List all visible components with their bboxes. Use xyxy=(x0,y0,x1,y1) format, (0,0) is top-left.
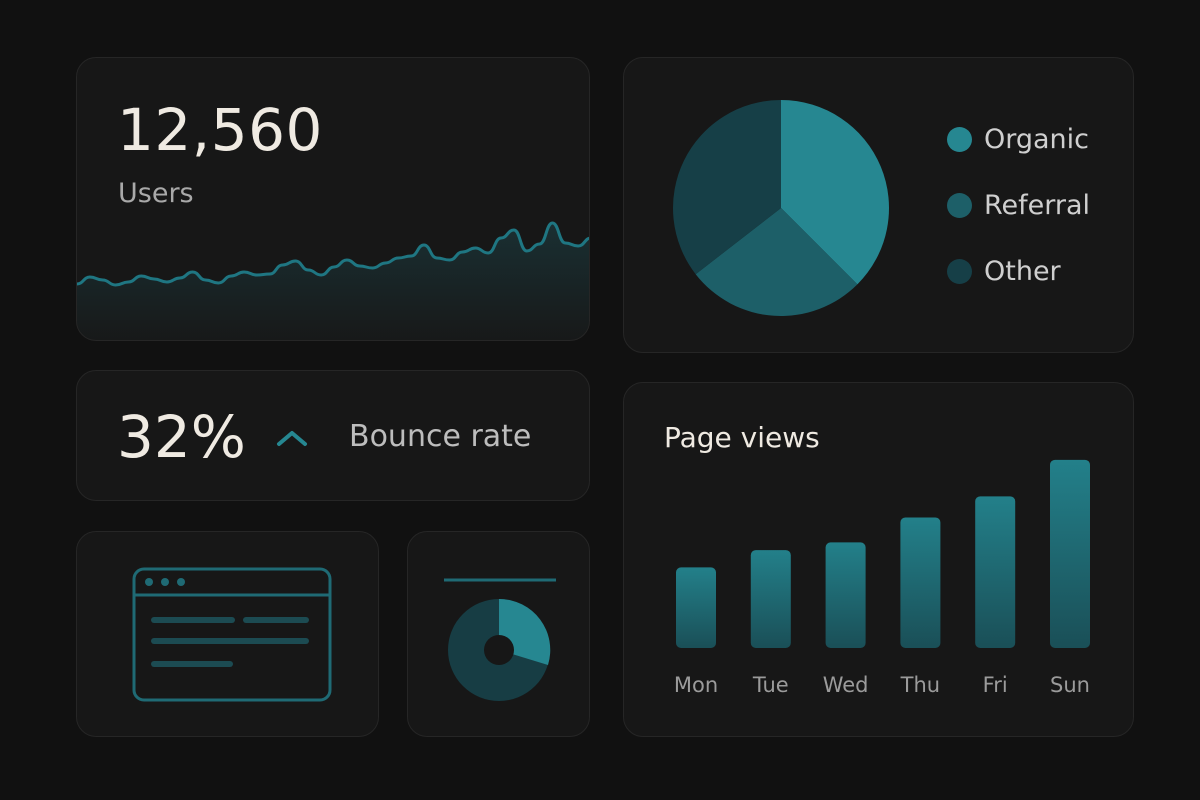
bar-label-thu: Thu xyxy=(900,673,941,697)
bounce-rate-card[interactable]: 32% Bounce rate xyxy=(76,370,590,501)
bar-wed xyxy=(825,542,866,648)
pie-slice-referral xyxy=(695,208,858,316)
bar-fri xyxy=(975,496,1016,648)
page-views-title: Page views xyxy=(664,421,820,454)
users-sparkline xyxy=(77,221,589,340)
legend-item-organic: Organic xyxy=(947,106,1090,172)
users-card[interactable]: 12,560 Users xyxy=(76,57,590,341)
bounce-rate-label: Bounce rate xyxy=(349,419,532,454)
bar-sun xyxy=(1050,459,1090,648)
legend-item-referral: Referral xyxy=(947,172,1090,238)
traffic-legend: Organic Referral Other xyxy=(947,106,1090,304)
traffic-sources-card[interactable]: Organic Referral Other xyxy=(623,57,1134,353)
pie-slice-other xyxy=(673,100,781,275)
bar-tue xyxy=(750,550,791,648)
legend-label-referral: Referral xyxy=(984,189,1091,221)
pie-slice-organic xyxy=(781,100,889,285)
sparkline-area xyxy=(77,223,589,340)
users-count: 12,560 xyxy=(117,96,323,164)
browser-window-icon xyxy=(132,567,332,702)
bounce-rate-value: 32% xyxy=(117,403,246,471)
donut-chart-card[interactable] xyxy=(407,531,590,737)
bar-mon xyxy=(676,567,716,648)
legend-item-other: Other xyxy=(947,238,1090,304)
page-views-bar-chart xyxy=(676,459,1090,648)
legend-dot-referral xyxy=(947,192,972,218)
bar-label-tue: Tue xyxy=(752,673,789,697)
traffic-pie-chart xyxy=(673,100,889,316)
chevron-up-icon xyxy=(277,431,307,446)
legend-label-other: Other xyxy=(984,255,1061,287)
sparkline-line xyxy=(77,221,589,287)
legend-dot-other xyxy=(947,258,972,284)
donut-chart-icon xyxy=(444,578,556,701)
legend-label-organic: Organic xyxy=(984,123,1090,155)
bar-thu xyxy=(900,517,941,648)
bar-label-mon: Mon xyxy=(673,673,719,697)
bar-label-fri: Fri xyxy=(982,673,1008,697)
page-views-card[interactable]: Page views Mon Tue Wed Thu Fri Sun xyxy=(623,382,1134,737)
bar-label-wed: Wed xyxy=(822,673,869,697)
bar-label-sun: Sun xyxy=(1050,673,1090,697)
users-label: Users xyxy=(118,178,194,209)
legend-dot-organic xyxy=(947,126,972,152)
browser-window-card[interactable] xyxy=(76,531,379,737)
